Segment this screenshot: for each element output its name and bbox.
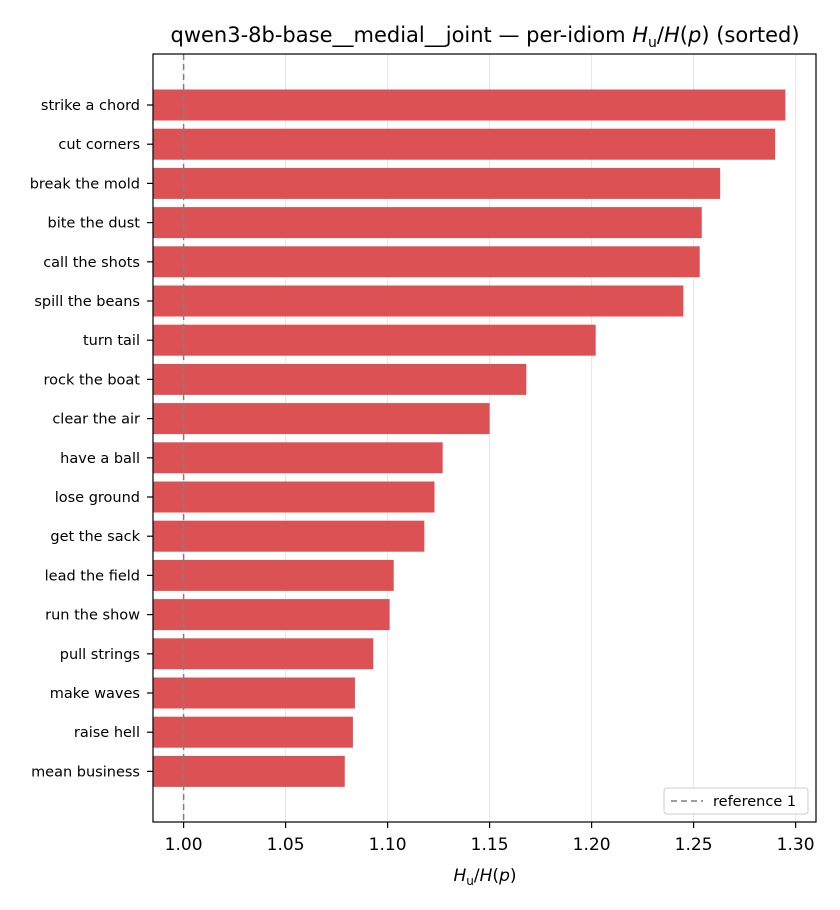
x-tick-label: 1.25 bbox=[675, 835, 713, 855]
bar bbox=[153, 638, 374, 670]
category-label: call the shots bbox=[43, 255, 140, 271]
category-label: make waves bbox=[50, 686, 140, 702]
bar bbox=[153, 520, 425, 552]
title-math-subscript: u bbox=[648, 35, 657, 51]
bar bbox=[153, 716, 353, 748]
legend-label: reference 1 bbox=[713, 794, 796, 810]
category-label: get the sack bbox=[50, 529, 140, 545]
bar bbox=[153, 403, 490, 435]
bar bbox=[153, 363, 527, 395]
bar bbox=[153, 559, 394, 591]
bar bbox=[153, 285, 684, 317]
bar bbox=[153, 442, 443, 474]
bar bbox=[153, 246, 700, 278]
category-label: pull strings bbox=[60, 647, 140, 663]
category-label: raise hell bbox=[74, 725, 140, 741]
category-label: lead the field bbox=[45, 568, 140, 584]
bar bbox=[153, 677, 355, 709]
category-label: break the mold bbox=[30, 176, 140, 192]
title-math-h2: H bbox=[664, 23, 680, 47]
category-label: strike a chord bbox=[41, 98, 140, 114]
bar bbox=[153, 128, 776, 160]
category-label: cut corners bbox=[58, 137, 140, 153]
xlabel-h: H bbox=[453, 866, 466, 886]
bar bbox=[153, 89, 786, 121]
title-math-p: ( bbox=[680, 23, 688, 47]
category-label: lose ground bbox=[55, 490, 140, 506]
category-label: clear the air bbox=[52, 412, 140, 428]
x-tick-label: 1.10 bbox=[369, 835, 407, 855]
xlabel-h2: H bbox=[480, 866, 493, 886]
category-label: rock the boat bbox=[43, 372, 140, 388]
bar bbox=[153, 207, 702, 239]
x-tick-label: 1.20 bbox=[573, 835, 611, 855]
title-math-slash: / bbox=[657, 23, 665, 47]
category-label: turn tail bbox=[83, 333, 140, 349]
chart-title: qwen3-8b-base__medial__joint — per-idiom… bbox=[170, 23, 799, 51]
title-math-close: ) bbox=[701, 23, 709, 47]
x-tick-label: 1.05 bbox=[267, 835, 305, 855]
x-tick-label: 1.00 bbox=[165, 835, 203, 855]
category-label: run the show bbox=[45, 608, 140, 624]
xlabel-slash: / bbox=[474, 866, 480, 886]
category-label: have a ball bbox=[60, 451, 140, 467]
bars bbox=[153, 89, 786, 787]
category-label: mean business bbox=[31, 764, 140, 780]
category-label: spill the beans bbox=[34, 294, 140, 310]
legend: reference 1 bbox=[663, 787, 809, 815]
category-label: bite the dust bbox=[48, 216, 141, 232]
category-labels: strike a chord cut corners break the mold b… bbox=[30, 98, 153, 780]
bar bbox=[153, 599, 390, 631]
xlabel-subscript: u bbox=[466, 874, 474, 888]
title-math-pvar: p bbox=[687, 23, 701, 47]
x-tick-label: 1.15 bbox=[471, 835, 509, 855]
xlabel-p: p bbox=[498, 866, 510, 886]
x-tick-label: 1.30 bbox=[777, 835, 815, 855]
legend-box bbox=[663, 787, 809, 815]
bar bbox=[153, 481, 435, 513]
bar bbox=[153, 324, 596, 356]
bar bbox=[153, 755, 345, 787]
x-axis-label: Hu/H(p) bbox=[453, 866, 516, 888]
plot-frame bbox=[152, 53, 817, 823]
title-math-h: H bbox=[632, 23, 648, 47]
x-axis-ticks: 1.00 1.05 1.10 1.15 1.20 1.25 1.30 bbox=[165, 822, 815, 855]
xlabel-open: ( bbox=[492, 866, 499, 886]
xlabel-close: ) bbox=[510, 866, 517, 886]
bar bbox=[153, 167, 721, 199]
